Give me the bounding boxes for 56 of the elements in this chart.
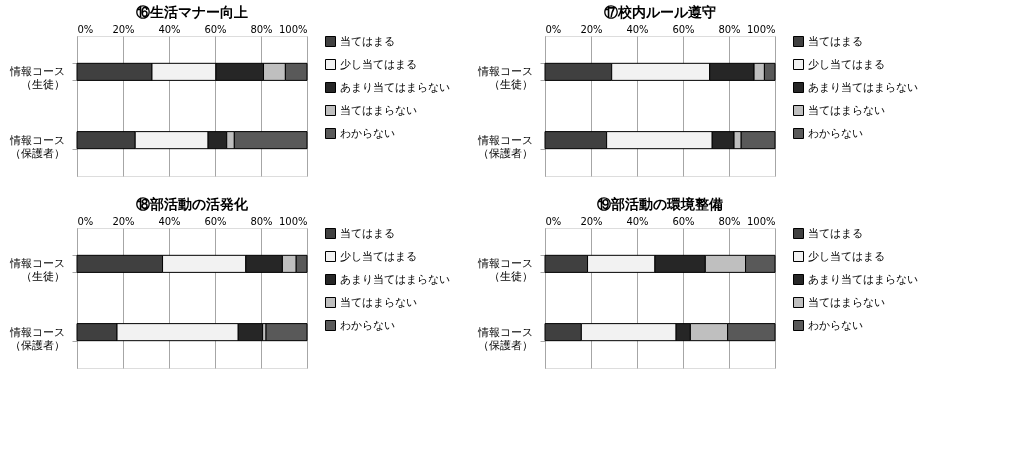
x-tick-label: 20% xyxy=(580,23,603,35)
x-tick-label: 40% xyxy=(158,215,181,227)
legend-label: あまり当てはまらない xyxy=(340,80,450,94)
y-tick-label: 情報コース（生徒） xyxy=(476,257,533,284)
x-tick-label: 40% xyxy=(626,215,649,227)
x-tick-label: 80% xyxy=(718,215,741,227)
x-tick-label: 20% xyxy=(580,215,603,227)
y-tick-label: 情報コース（生徒） xyxy=(476,65,533,92)
legend-label: 当てはまらない xyxy=(808,103,885,117)
chart-title: ⑯生活マナー向上 xyxy=(136,4,248,20)
legend-label: 当てはまる xyxy=(808,34,863,48)
text: 少し当てはまる xyxy=(340,249,417,263)
y-tick-label: 情報コース（保護者） xyxy=(476,325,533,352)
x-tick-label: 60% xyxy=(204,23,227,35)
legend-label: わからない xyxy=(808,318,863,332)
legend-label: 当てはまらない xyxy=(808,295,885,309)
legend-label: わからない xyxy=(340,126,395,140)
y-tick-label: 情報コース（保護者） xyxy=(476,133,533,160)
chart-title: ⑰校内ルール遵守 xyxy=(604,4,716,20)
x-tick-label: 0% xyxy=(545,23,562,35)
x-tick-label: 0% xyxy=(77,215,94,227)
legend-label: 当てはまる xyxy=(340,34,395,48)
text: あまり当てはまらない xyxy=(340,272,450,286)
text: 少し当てはまる xyxy=(808,249,885,263)
x-tick-label: 20% xyxy=(112,215,135,227)
legend-label: 当てはまらない xyxy=(340,103,417,117)
text: 当てはまる xyxy=(808,226,863,240)
legend-label: あまり当てはまらない xyxy=(808,80,918,94)
legend-label: 少し当てはまる xyxy=(808,57,885,71)
x-tick-label: 0% xyxy=(545,215,562,227)
x-tick-label: 40% xyxy=(158,23,181,35)
x-tick-label: 100% xyxy=(746,23,776,35)
x-tick-label: 40% xyxy=(626,23,649,35)
legend-label: わからない xyxy=(808,126,863,140)
legend-label: 当てはまらない xyxy=(340,295,417,309)
x-tick-label: 80% xyxy=(718,23,741,35)
x-tick-label: 0% xyxy=(77,23,94,35)
chart-title: ⑲部活動の環境整備 xyxy=(597,196,723,212)
legend-label: 少し当てはまる xyxy=(340,57,417,71)
x-tick-label: 60% xyxy=(204,215,227,227)
x-tick-label: 80% xyxy=(250,23,273,35)
text: あまり当てはまらない xyxy=(808,272,918,286)
x-tick-label: 80% xyxy=(250,215,273,227)
y-tick-label: 情報コース（生徒） xyxy=(8,257,65,284)
y-tick-label: 情報コース（生徒） xyxy=(8,65,65,92)
x-tick-label: 100% xyxy=(278,23,308,35)
x-tick-label: 100% xyxy=(278,215,308,227)
y-tick-label: 情報コース（保護者） xyxy=(8,133,65,160)
chart-title: ⑱部活動の活発化 xyxy=(136,196,249,212)
x-tick-label: 60% xyxy=(672,215,695,227)
x-tick-label: 60% xyxy=(672,23,695,35)
x-tick-label: 20% xyxy=(112,23,135,35)
x-tick-label: 100% xyxy=(746,215,776,227)
text: 当てはまる xyxy=(340,226,395,240)
legend-label: わからない xyxy=(340,318,395,332)
y-tick-label: 情報コース（保護者） xyxy=(8,325,65,352)
